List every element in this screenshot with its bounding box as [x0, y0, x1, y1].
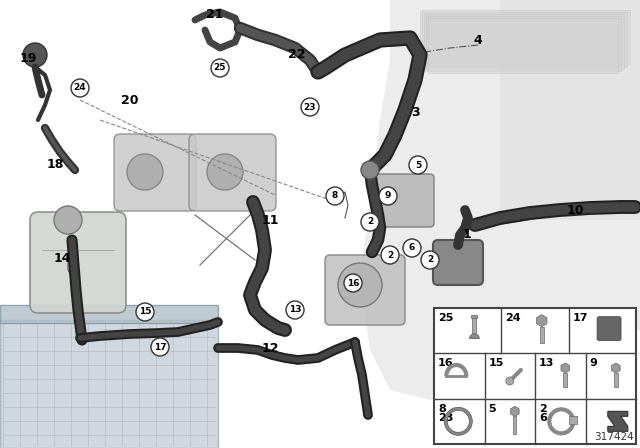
FancyBboxPatch shape: [433, 240, 483, 285]
Text: 18: 18: [46, 159, 64, 172]
Circle shape: [207, 154, 243, 190]
FancyBboxPatch shape: [376, 174, 434, 227]
Circle shape: [379, 187, 397, 205]
Text: 13: 13: [539, 358, 554, 368]
Circle shape: [211, 59, 229, 77]
Text: 2
6: 2 6: [539, 404, 547, 423]
Circle shape: [54, 206, 82, 234]
Bar: [614, 373, 618, 387]
Bar: [472, 318, 476, 338]
FancyBboxPatch shape: [597, 317, 621, 340]
Circle shape: [326, 187, 344, 205]
Text: 13: 13: [289, 306, 301, 314]
Bar: [0, 320, 218, 448]
Text: 22: 22: [288, 48, 306, 61]
Bar: [420, 10, 630, 65]
Text: 24: 24: [74, 83, 86, 92]
Text: 9: 9: [589, 358, 597, 368]
Text: 25: 25: [214, 64, 227, 73]
Circle shape: [421, 251, 439, 269]
Circle shape: [23, 43, 47, 67]
FancyBboxPatch shape: [189, 134, 276, 211]
Circle shape: [409, 156, 427, 174]
Text: 3: 3: [411, 105, 419, 119]
Bar: [500, 0, 640, 220]
Text: 17: 17: [573, 313, 588, 323]
Text: 5: 5: [488, 404, 496, 414]
Bar: [424, 14, 624, 69]
Circle shape: [301, 98, 319, 116]
Text: 16: 16: [438, 358, 454, 368]
Bar: [426, 16, 621, 71]
FancyArrowPatch shape: [509, 370, 521, 382]
Circle shape: [71, 79, 89, 97]
Circle shape: [344, 274, 362, 292]
Circle shape: [361, 213, 379, 231]
Text: 9: 9: [385, 191, 391, 201]
Bar: [422, 12, 627, 67]
Text: 5: 5: [415, 160, 421, 169]
Bar: [428, 18, 618, 73]
Bar: [434, 308, 636, 444]
Bar: [540, 327, 544, 343]
Text: 11: 11: [261, 214, 279, 227]
Bar: [513, 416, 516, 434]
Text: 23: 23: [304, 103, 316, 112]
Text: 24: 24: [506, 313, 521, 323]
Text: 8: 8: [332, 191, 338, 201]
FancyBboxPatch shape: [30, 212, 126, 313]
Circle shape: [286, 301, 304, 319]
Text: 15: 15: [488, 358, 504, 368]
Text: 12: 12: [261, 341, 279, 354]
Circle shape: [338, 263, 382, 307]
Text: 19: 19: [19, 52, 36, 65]
Circle shape: [506, 377, 514, 385]
Polygon shape: [360, 0, 640, 400]
Bar: [570, 416, 577, 424]
FancyBboxPatch shape: [325, 255, 405, 325]
Text: 15: 15: [139, 307, 151, 316]
Text: 16: 16: [347, 279, 359, 288]
Text: 25: 25: [438, 313, 453, 323]
Bar: [472, 314, 477, 318]
FancyBboxPatch shape: [114, 134, 196, 211]
Text: 14: 14: [53, 251, 71, 264]
Text: 6: 6: [409, 244, 415, 253]
Wedge shape: [469, 334, 479, 339]
Text: 4: 4: [474, 34, 483, 47]
Circle shape: [381, 246, 399, 264]
Circle shape: [361, 161, 379, 179]
Text: 20: 20: [121, 94, 139, 107]
Polygon shape: [608, 411, 628, 431]
Text: 2: 2: [387, 250, 393, 259]
Circle shape: [136, 303, 154, 321]
Text: 2: 2: [367, 217, 373, 227]
Text: 8
23: 8 23: [438, 404, 453, 423]
Text: 17: 17: [154, 343, 166, 352]
Text: 1: 1: [463, 228, 472, 241]
Bar: [0, 305, 218, 323]
Bar: [563, 373, 567, 387]
Text: 317424: 317424: [595, 432, 634, 442]
Circle shape: [127, 154, 163, 190]
Text: 10: 10: [566, 203, 584, 216]
Circle shape: [403, 239, 421, 257]
Text: 2: 2: [427, 255, 433, 264]
Circle shape: [151, 338, 169, 356]
Text: 21: 21: [206, 9, 224, 22]
